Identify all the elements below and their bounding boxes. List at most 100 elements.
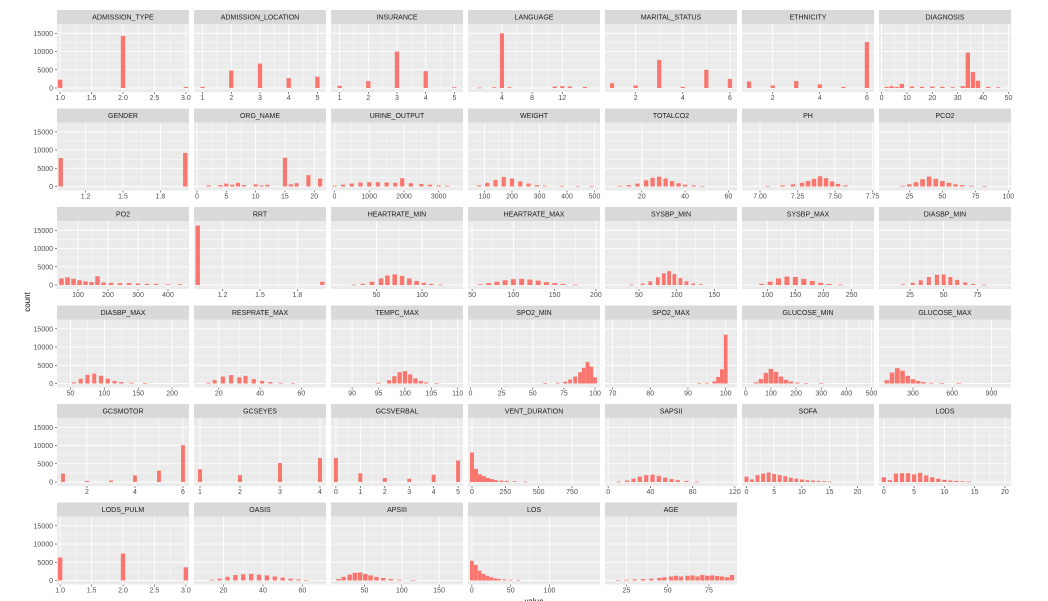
histogram-bar: [157, 470, 161, 482]
histogram-bar: [884, 380, 890, 384]
histogram-bar: [817, 84, 822, 88]
facet-strip-label: SYSBP_MIN: [651, 212, 691, 219]
histogram-bar: [507, 87, 512, 88]
x-tick-label: 250: [846, 292, 858, 299]
histogram-bar: [229, 375, 234, 384]
x-tick-label: 20: [853, 489, 861, 496]
histogram-bar: [663, 178, 668, 187]
histogram-bar: [437, 284, 443, 286]
histogram-bar: [101, 282, 106, 285]
facet-strip-label: LOS: [527, 507, 541, 514]
histogram-bar: [633, 85, 638, 88]
facet-ethnicity: ETHNICITY 2 4 6: [742, 10, 874, 102]
facet-panel: [605, 24, 737, 92]
facet-diasbp-min: DIASBP_MIN 25 50 75: [879, 207, 1011, 299]
x-tick-label: 50: [940, 292, 948, 299]
x-tick-label: 2: [771, 95, 775, 102]
x-tick-label: 5: [456, 489, 460, 496]
histogram-bar: [657, 577, 662, 581]
x-tick-label: 7.25: [791, 194, 805, 201]
facet-strip: [605, 108, 737, 123]
x-tick-label: 40: [979, 95, 987, 102]
histogram-bar: [494, 281, 500, 285]
histogram-bar: [470, 452, 474, 482]
x-tick-label: 400: [840, 391, 852, 398]
histogram-bar: [65, 277, 70, 285]
histogram-bar: [183, 567, 189, 581]
histogram-bar: [889, 86, 894, 88]
histogram-bar: [341, 576, 346, 581]
x-tick-label: 50: [373, 292, 381, 299]
histogram-bar: [414, 280, 419, 285]
facet-vent-duration: VENT_DURATION 0 250 500 750: [468, 404, 600, 496]
histogram-bar: [568, 379, 572, 384]
x-tick-label: 500: [589, 194, 601, 201]
histogram-bar: [294, 183, 299, 187]
histogram-bar: [783, 379, 789, 384]
x-tick-label: 75: [705, 588, 713, 595]
histogram-bar: [784, 276, 790, 285]
x-tick-label: 1.2: [218, 292, 228, 299]
facet-strip-label: SPO2_MAX: [652, 310, 690, 317]
histogram-bar: [286, 78, 291, 88]
x-tick-label: 100: [72, 292, 84, 299]
histogram-bar: [393, 182, 398, 187]
histogram-bar: [482, 476, 486, 482]
histogram-bar: [918, 280, 923, 285]
histogram-bar: [589, 186, 594, 187]
histogram-bar: [926, 276, 931, 285]
histogram-bar: [965, 52, 971, 88]
histogram-bar: [768, 368, 774, 384]
histogram-bar: [625, 480, 630, 482]
x-tick-label: 1.5: [255, 292, 265, 299]
x-tick-label: 6: [865, 95, 869, 102]
histogram-bar: [933, 178, 939, 187]
x-tick-label: 150: [433, 588, 445, 595]
histogram-bar: [358, 473, 363, 482]
x-tick-label: 2: [383, 489, 387, 496]
histogram-bar: [126, 283, 132, 285]
y-tick-label: 5000: [37, 166, 53, 173]
histogram-bar: [288, 578, 293, 581]
x-tick-label: 110: [452, 391, 463, 398]
histogram-bar: [910, 282, 915, 285]
x-tick-label: 300: [815, 391, 827, 398]
histogram-bar: [624, 579, 629, 581]
histogram-bar: [822, 481, 827, 482]
facet-panel: [331, 516, 463, 585]
histogram-bar: [120, 553, 126, 581]
histogram-bar: [256, 574, 262, 581]
histogram-bar: [684, 480, 689, 482]
histogram-bar: [278, 463, 282, 482]
histogram-bar: [407, 478, 412, 482]
facet-strip: [605, 207, 737, 221]
histogram-bar: [920, 179, 925, 187]
histogram-bar: [418, 380, 423, 384]
facet-rrt: RRT 1.2 1.5 1.8: [194, 207, 326, 299]
histogram-bar: [57, 557, 63, 581]
y-tick-label: 10000: [34, 49, 54, 56]
x-tick-label: 75: [560, 391, 568, 398]
facet-resprate-max: RESPRATE_MAX 20 40 60: [194, 305, 326, 398]
histogram-bar: [58, 158, 63, 187]
histogram-bar: [955, 279, 960, 285]
histogram-bar: [376, 382, 381, 384]
facet-strip-label: PO2: [116, 212, 130, 219]
histogram-bar: [673, 575, 679, 581]
facet-strip-label: LODS: [935, 409, 954, 416]
histogram-bar: [349, 183, 354, 187]
histogram-bar: [948, 276, 953, 285]
histogram-bar: [445, 185, 450, 187]
facet-strip-label: RRT: [253, 212, 268, 219]
histogram-bar: [452, 87, 457, 88]
facet-gcsmotor: GCSMOTOR 2 4 6 0 5000 10000 15000: [34, 404, 189, 496]
histogram-bar: [930, 86, 935, 88]
histogram-bar: [783, 476, 788, 482]
histogram-bar: [543, 383, 548, 384]
histogram-bar: [235, 182, 241, 187]
histogram-bar: [367, 182, 372, 187]
x-tick-label: 5: [224, 194, 228, 201]
histogram-bar: [705, 575, 710, 581]
x-tick-label: 2.5: [150, 95, 160, 102]
